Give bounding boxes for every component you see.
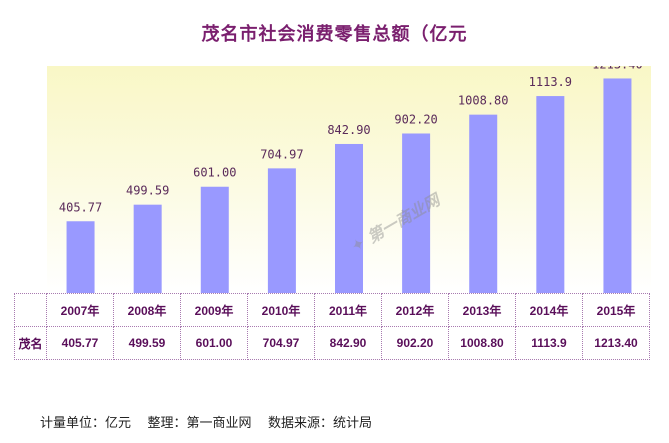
table-value-5: 902.20 <box>381 326 449 360</box>
data-table: 2007年 2008年 2009年 2010年 2011年 2012年 2013年 2014年… <box>14 293 650 360</box>
bar-6 <box>469 114 498 293</box>
category-label-0: 2007年 <box>46 293 114 327</box>
table-value-7: 1113.9 <box>515 326 583 360</box>
plot-area: 405.77 499.59 601.00 704.97 842.90 902.20 1008… <box>47 66 651 293</box>
data-label-7: 1113.9 <box>529 75 572 89</box>
table-row: 茂名 405.77 499.59 601.00 704.97 842.90 902.20 1… <box>14 326 650 360</box>
data-label-1: 499.59 <box>126 184 169 198</box>
bar-4 <box>335 143 363 293</box>
data-label-5: 902.20 <box>394 112 437 126</box>
bar-1 <box>133 204 162 293</box>
category-label-7: 2014年 <box>515 293 583 327</box>
category-label-6: 2013年 <box>448 293 516 327</box>
table-row-label: 茂名 <box>14 326 47 360</box>
data-label-8: 1213.40 <box>592 66 643 71</box>
category-label-1: 2008年 <box>113 293 181 327</box>
table-value-0: 405.77 <box>46 326 114 360</box>
data-label-2: 601.00 <box>193 166 236 180</box>
data-label-0: 405.77 <box>59 200 102 214</box>
bar-chart: 405.77 499.59 601.00 704.97 842.90 902.20 1008… <box>59 66 643 293</box>
category-label-8: 2015年 <box>582 293 650 327</box>
category-label-2: 2009年 <box>180 293 248 327</box>
table-value-6: 1008.80 <box>448 326 516 360</box>
bar-0 <box>66 221 95 293</box>
table-header-row: 2007年 2008年 2009年 2010年 2011年 2012年 2013年 2014年… <box>14 293 650 327</box>
table-value-1: 499.59 <box>113 326 181 360</box>
data-label-4: 842.90 <box>327 123 370 137</box>
category-label-5: 2012年 <box>381 293 449 327</box>
category-label-4: 2011年 <box>314 293 382 327</box>
bar-8 <box>603 78 632 293</box>
bar-3 <box>267 168 296 293</box>
bar-5 <box>402 133 431 293</box>
bar-2 <box>200 186 229 293</box>
footer-note: 计量单位：亿元 整理：第一商业网 数据来源：统计局 <box>40 416 373 431</box>
chart-title: 茂名市社会消费零售总额（亿元 <box>201 24 468 45</box>
table-value-8: 1213.40 <box>582 326 650 360</box>
table-value-3: 704.97 <box>247 326 315 360</box>
table-value-2: 601.00 <box>180 326 248 360</box>
data-label-3: 704.97 <box>260 147 303 161</box>
bar-7 <box>536 96 565 293</box>
category-label-3: 2010年 <box>247 293 315 327</box>
data-label-6: 1008.80 <box>458 94 509 108</box>
table-value-4: 842.90 <box>314 326 382 360</box>
table-corner-cell <box>14 293 47 327</box>
